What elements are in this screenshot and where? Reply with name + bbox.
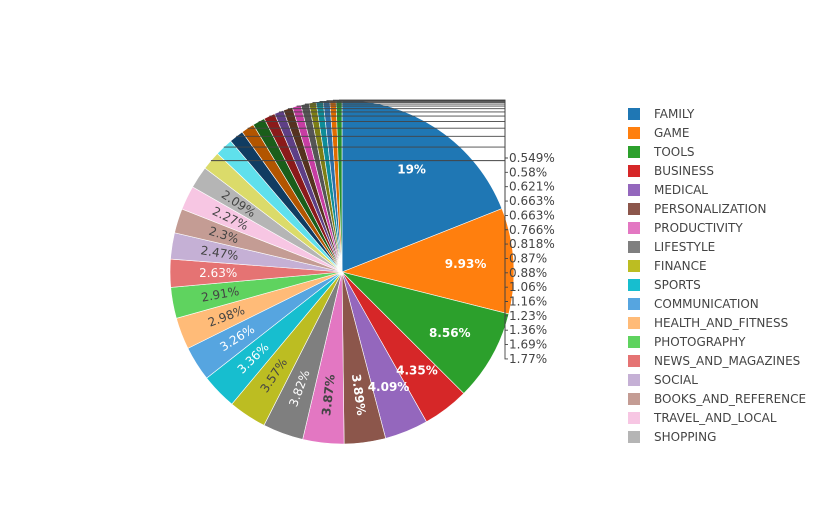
slice-label-category-29: 0.663% bbox=[509, 208, 555, 222]
slice-label-category-28: 0.766% bbox=[509, 223, 555, 237]
slice-label-category-24: 1.06% bbox=[509, 280, 547, 294]
slice-label-category-27: 0.818% bbox=[509, 237, 555, 251]
legend-label: BOOKS_AND_REFERENCE bbox=[654, 392, 806, 406]
legend-label: LIFESTYLE bbox=[654, 240, 715, 254]
slice-label-productivity: 3.87% bbox=[319, 374, 337, 417]
pie-outside-labels: 0.549%0.58%0.621%0.663%0.663%0.766%0.818… bbox=[210, 99, 555, 366]
legend-swatch bbox=[628, 431, 640, 443]
legend-item-finance[interactable]: FINANCE bbox=[628, 259, 707, 273]
legend-swatch bbox=[628, 336, 640, 348]
legend-swatch bbox=[628, 203, 640, 215]
legend: FAMILY GAME TOOLS BUSINESS MEDICAL PERSONALIZ… bbox=[628, 107, 806, 444]
legend-label: GAME bbox=[654, 126, 689, 140]
slice-label-medical: 4.09% bbox=[368, 380, 410, 394]
slice-label-news-and-magazines: 2.63% bbox=[199, 266, 237, 280]
legend-item-shopping[interactable]: SHOPPING bbox=[628, 430, 716, 444]
slice-label-category-19: 1.77% bbox=[509, 352, 547, 366]
legend-swatch bbox=[628, 393, 640, 405]
legend-item-health-and-fitness[interactable]: HEALTH_AND_FITNESS bbox=[628, 316, 788, 330]
legend-item-books-and-reference[interactable]: BOOKS_AND_REFERENCE bbox=[628, 392, 806, 406]
pie-slice-game[interactable] bbox=[341, 208, 515, 315]
legend-item-sports[interactable]: SPORTS bbox=[628, 278, 701, 292]
slice-label-category-21: 1.36% bbox=[509, 323, 547, 337]
pie-slices bbox=[169, 99, 515, 445]
legend-label: FINANCE bbox=[654, 259, 707, 273]
legend-item-game[interactable]: GAME bbox=[628, 126, 689, 140]
legend-item-productivity[interactable]: PRODUCTIVITY bbox=[628, 221, 743, 235]
legend-swatch bbox=[628, 279, 640, 291]
legend-item-business[interactable]: BUSINESS bbox=[628, 164, 714, 178]
legend-label: PHOTOGRAPHY bbox=[654, 335, 746, 349]
legend-swatch bbox=[628, 241, 640, 253]
pie-slice-tools[interactable] bbox=[341, 271, 510, 394]
slice-label-category-20: 1.69% bbox=[509, 338, 547, 352]
slice-label-category-33: 0.549% bbox=[509, 151, 555, 165]
legend-item-family[interactable]: FAMILY bbox=[628, 107, 695, 121]
legend-item-communication[interactable]: COMMUNICATION bbox=[628, 297, 759, 311]
legend-label: PRODUCTIVITY bbox=[654, 221, 743, 235]
slice-label-category-30: 0.663% bbox=[509, 194, 555, 208]
legend-label: BUSINESS bbox=[654, 164, 714, 178]
legend-label: SOCIAL bbox=[654, 373, 698, 387]
legend-item-social[interactable]: SOCIAL bbox=[628, 373, 698, 387]
legend-swatch bbox=[628, 146, 640, 158]
slice-label-social: 2.47% bbox=[200, 243, 240, 263]
legend-swatch bbox=[628, 412, 640, 424]
slice-label-business: 4.35% bbox=[396, 364, 438, 378]
leader-line-category-19 bbox=[210, 160, 508, 360]
legend-item-medical[interactable]: MEDICAL bbox=[628, 183, 708, 197]
slice-label-tools: 8.56% bbox=[429, 326, 471, 340]
legend-label: HEALTH_AND_FITNESS bbox=[654, 316, 788, 330]
legend-item-personalization[interactable]: PERSONALIZATION bbox=[628, 202, 766, 216]
slice-label-category-31: 0.621% bbox=[509, 180, 555, 194]
legend-label: NEWS_AND_MAGAZINES bbox=[654, 354, 800, 368]
legend-swatch bbox=[628, 222, 640, 234]
slice-label-category-22: 1.23% bbox=[509, 309, 547, 323]
slice-label-photography: 2.91% bbox=[200, 284, 240, 305]
legend-item-tools[interactable]: TOOLS bbox=[628, 145, 695, 159]
legend-item-news-and-magazines[interactable]: NEWS_AND_MAGAZINES bbox=[628, 354, 800, 368]
slice-label-category-32: 0.58% bbox=[509, 165, 547, 179]
legend-swatch bbox=[628, 165, 640, 177]
legend-swatch bbox=[628, 127, 640, 139]
legend-label: COMMUNICATION bbox=[654, 297, 759, 311]
legend-swatch bbox=[628, 260, 640, 272]
legend-item-lifestyle[interactable]: LIFESTYLE bbox=[628, 240, 715, 254]
slice-label-category-23: 1.16% bbox=[509, 295, 547, 309]
legend-swatch bbox=[628, 108, 640, 120]
legend-label: PERSONALIZATION bbox=[654, 202, 766, 216]
legend-label: FAMILY bbox=[654, 107, 695, 121]
legend-swatch bbox=[628, 298, 640, 310]
legend-label: MEDICAL bbox=[654, 183, 708, 197]
slice-label-category-26: 0.87% bbox=[509, 251, 547, 265]
legend-swatch bbox=[628, 184, 640, 196]
slice-label-game: 9.93% bbox=[445, 257, 487, 271]
legend-item-photography[interactable]: PHOTOGRAPHY bbox=[628, 335, 746, 349]
slice-label-family: 19% bbox=[397, 163, 426, 177]
legend-swatch bbox=[628, 374, 640, 386]
legend-label: SPORTS bbox=[654, 278, 701, 292]
legend-label: TOOLS bbox=[653, 145, 695, 159]
legend-swatch bbox=[628, 355, 640, 367]
slice-label-category-25: 0.88% bbox=[509, 266, 547, 280]
legend-item-travel-and-local[interactable]: TRAVEL_AND_LOCAL bbox=[628, 411, 777, 425]
slice-label-personalization: 3.89% bbox=[349, 373, 368, 416]
legend-label: TRAVEL_AND_LOCAL bbox=[653, 411, 777, 425]
legend-label: SHOPPING bbox=[654, 430, 716, 444]
legend-swatch bbox=[628, 317, 640, 329]
